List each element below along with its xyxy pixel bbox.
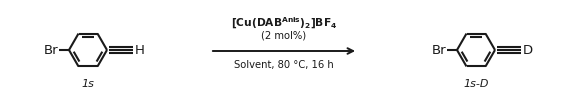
Text: Br: Br <box>432 43 446 56</box>
Text: H: H <box>135 43 145 56</box>
Text: 1s: 1s <box>82 79 95 89</box>
Text: Solvent, 80 °C, 16 h: Solvent, 80 °C, 16 h <box>234 60 334 70</box>
Text: (2 mol%): (2 mol%) <box>262 30 307 40</box>
Text: Br: Br <box>43 43 58 56</box>
Text: $\bf{[Cu(DAB}$$\bf{{}^{Anis})_2]BF_4}$: $\bf{[Cu(DAB}$$\bf{{}^{Anis})_2]BF_4}$ <box>231 15 337 31</box>
Text: D: D <box>523 43 533 56</box>
Text: 1s-D: 1s-D <box>463 79 489 89</box>
